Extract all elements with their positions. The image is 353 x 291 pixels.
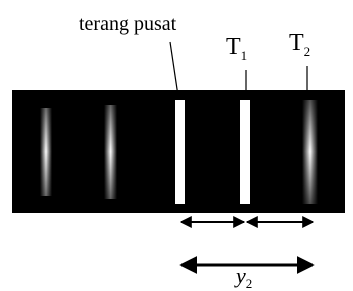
fringe (40, 108, 52, 196)
fringe (104, 105, 117, 199)
label-main: T (226, 34, 241, 60)
central-fringe (175, 100, 185, 204)
label-main: y (234, 263, 246, 288)
pointer (170, 42, 178, 96)
label-y2: y2 (234, 263, 252, 291)
label-sub: 1 (241, 48, 248, 63)
fringe-diagram: terang pusat T1 T2 y2 (0, 0, 353, 291)
fringe-t1 (240, 100, 250, 204)
label-main: T (289, 30, 304, 56)
label-t2: T2 (289, 30, 310, 59)
label-t1: T1 (226, 34, 247, 63)
label-central: terang pusat (79, 13, 177, 35)
label-sub: 2 (246, 276, 253, 291)
fringe (302, 100, 318, 204)
label-sub: 2 (304, 44, 311, 59)
